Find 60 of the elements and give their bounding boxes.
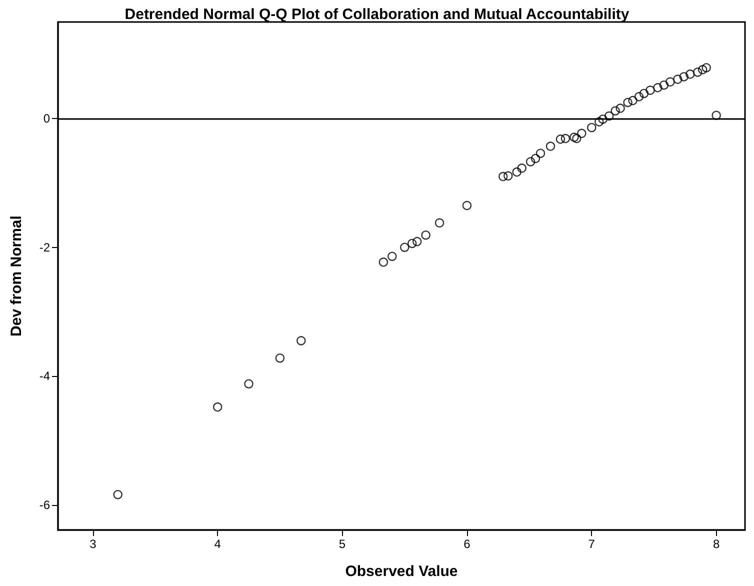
point (702, 63, 711, 72)
chart-title: Detrended Normal Q-Q Plot of Collaboration and Mutual Accountability (124, 6, 630, 23)
point (587, 122, 596, 132)
point (628, 96, 638, 106)
point (673, 74, 682, 84)
point (275, 353, 285, 363)
point (577, 128, 586, 138)
x-tick-label: 7 (588, 537, 596, 551)
point (388, 252, 397, 261)
point (634, 92, 644, 102)
point (572, 134, 582, 144)
point (434, 218, 444, 228)
point (378, 258, 388, 267)
x-tick-label: 3 (90, 537, 97, 551)
y-axis-title: Dev from Normal (8, 216, 25, 336)
point (594, 117, 604, 126)
point (598, 114, 608, 124)
x-tick-label: 8 (712, 537, 720, 551)
x-tick-label: 6 (464, 537, 471, 551)
point (639, 88, 649, 98)
point (244, 379, 254, 388)
point (462, 200, 472, 210)
point (536, 148, 546, 158)
point (653, 83, 662, 92)
point (560, 134, 570, 144)
point (604, 111, 614, 121)
point (408, 238, 417, 248)
point (512, 167, 522, 177)
point (498, 172, 508, 182)
point (616, 104, 625, 113)
y-tick-label: 0 (43, 112, 50, 126)
point (400, 242, 410, 252)
point (526, 157, 536, 166)
point (296, 336, 306, 346)
x-axis-title: Observed Value (345, 563, 458, 580)
point (679, 72, 689, 82)
point (570, 132, 579, 142)
point (693, 68, 702, 77)
point (659, 80, 669, 90)
point (623, 98, 632, 108)
point (556, 134, 566, 144)
point (113, 490, 122, 500)
point (421, 230, 430, 240)
point (530, 154, 540, 164)
point (698, 65, 708, 74)
point (646, 86, 655, 95)
point (686, 70, 695, 79)
point (213, 402, 222, 412)
point (517, 164, 526, 173)
point (504, 171, 513, 180)
y-tick-label: -6 (39, 498, 50, 512)
y-tick-label: -2 (39, 240, 50, 254)
point (412, 236, 422, 246)
point (610, 106, 620, 116)
point (546, 142, 556, 151)
y-tick-label: -4 (39, 369, 50, 384)
point (712, 110, 721, 120)
x-tick-label: 5 (338, 537, 346, 551)
point (666, 77, 675, 86)
x-tick-label: 4 (214, 537, 222, 551)
